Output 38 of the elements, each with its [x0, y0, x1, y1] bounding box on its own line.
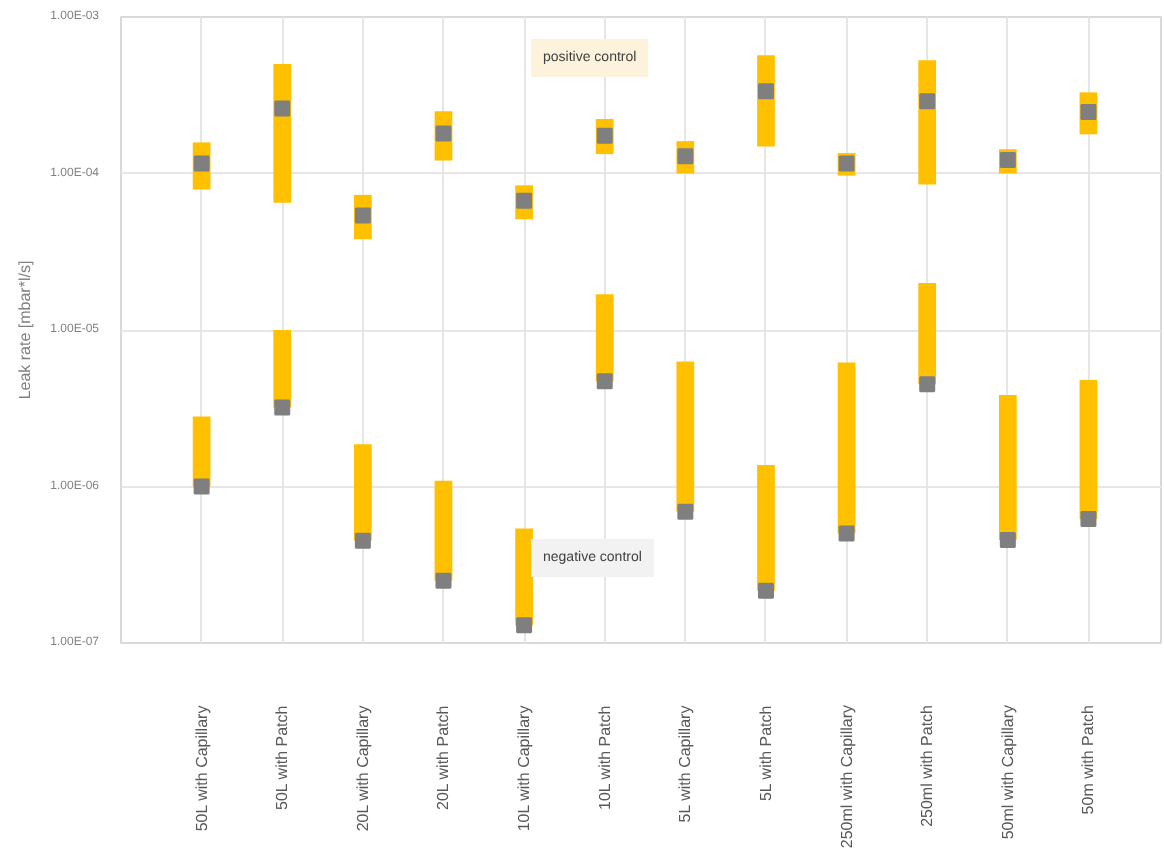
point	[919, 376, 936, 393]
point	[193, 478, 210, 495]
x-tick-label: 250ml with Patch	[918, 704, 937, 827]
bar	[837, 362, 856, 534]
bar	[757, 465, 775, 591]
point	[757, 83, 774, 100]
y-axis-title: Leak rate [mbar*l/s]	[16, 260, 35, 400]
x-tick-label: 10L with Patch	[595, 705, 614, 810]
point	[274, 100, 291, 117]
point	[596, 373, 613, 390]
x-tick-label: 10L with Capillary	[515, 705, 534, 832]
x-tick-label: 50L with Capillary	[192, 705, 211, 832]
bar	[595, 294, 614, 382]
point	[677, 503, 694, 520]
x-tick-label: 50m with Patch	[1079, 704, 1098, 815]
x-tick-label: 50L with Patch	[273, 705, 292, 810]
bar	[273, 330, 292, 408]
point	[838, 525, 855, 542]
x-tick-label: 5L with Capillary	[676, 705, 695, 823]
bar	[353, 444, 372, 541]
x-tick-label: 20L with Patch	[434, 705, 453, 810]
x-tick-label: 20L with Capillary	[353, 705, 372, 832]
x-tick-label: 5L with Patch	[756, 705, 775, 802]
x-tick-label: 50ml with Capillary	[998, 704, 1017, 840]
point	[354, 532, 371, 549]
bar	[918, 282, 937, 385]
point	[435, 572, 452, 589]
point	[999, 532, 1016, 549]
point	[1080, 510, 1097, 527]
point	[274, 399, 291, 416]
bar	[273, 64, 292, 203]
bar	[1079, 379, 1098, 519]
point	[919, 93, 936, 110]
bar	[676, 361, 695, 512]
x-tick-label: 250ml with Capillary	[837, 704, 856, 849]
bar	[998, 394, 1017, 541]
point	[516, 617, 533, 634]
point	[757, 582, 774, 599]
